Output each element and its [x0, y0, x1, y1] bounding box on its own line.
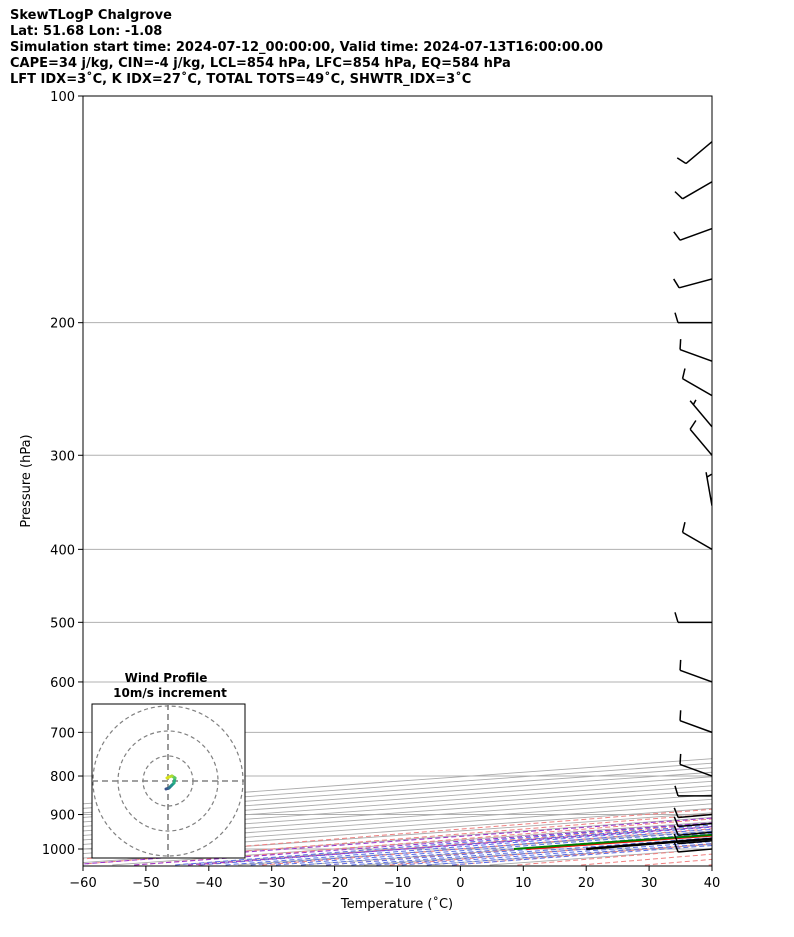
indices-text-1: CAPE=34 j/kg, CIN=-4 j/kg, LCL=854 hPa, …	[10, 56, 511, 71]
wind-barb	[674, 785, 712, 797]
moist-adiabat-line	[250, 828, 712, 866]
profile-series	[513, 833, 712, 851]
moist-adiabat-line	[451, 845, 712, 866]
dry-adiabat-line	[389, 838, 712, 866]
dewpoint-line	[513, 833, 712, 850]
wind-barb	[673, 278, 712, 289]
wind-barb	[674, 612, 712, 624]
x-tick-label: 30	[641, 876, 658, 891]
wind-barb	[689, 420, 712, 456]
x-tick-label: −40	[195, 876, 222, 891]
wind-barb	[679, 753, 712, 777]
y-axis: 1000 900 800 700 600 500 400 300 200 100	[42, 90, 83, 858]
wind-barb	[689, 399, 712, 428]
x-tick-label: 0	[456, 876, 464, 891]
x-tick-label: −50	[132, 876, 159, 891]
wind-barb	[705, 472, 712, 506]
moist-adiabat-line	[300, 832, 712, 866]
y-tick-label: 700	[50, 726, 75, 741]
dry-adiabat-line	[644, 858, 712, 866]
y-tick-label: 800	[50, 770, 75, 785]
wind-barb	[681, 368, 712, 397]
location-text: Lat: 51.68 Lon: -1.08	[10, 24, 163, 39]
pressure-gridlines	[83, 96, 712, 850]
y-axis-label: Pressure (hPa)	[19, 434, 34, 527]
hodograph-inset: Wind Profile 10m/s increment	[91, 671, 246, 859]
moist-adiabat-line	[275, 830, 712, 866]
wind-barb	[673, 841, 712, 853]
plot-area	[83, 96, 794, 866]
wind-barb	[673, 807, 712, 819]
mixing-ratio-line	[188, 826, 712, 866]
moist-adiabat-line	[376, 839, 712, 866]
temperature-line	[526, 834, 712, 850]
hodograph-plot	[92, 704, 245, 858]
moist-adiabat-line	[401, 841, 712, 866]
moist-adiabat-line	[175, 822, 712, 866]
wind-barb	[681, 522, 712, 551]
moist-adiabats	[175, 822, 712, 866]
y-tick-label: 500	[50, 616, 75, 631]
dry-adiabat-line	[453, 843, 712, 866]
time-text: Simulation start time: 2024-07-12_00:00:…	[10, 40, 603, 55]
dry-adiabat-line	[708, 864, 712, 866]
x-tick-label: −60	[69, 876, 96, 891]
wind-barb	[673, 816, 712, 828]
isotherm-line	[175, 825, 712, 866]
wind-barb	[679, 710, 712, 734]
isotherm-line	[300, 835, 712, 866]
moist-adiabat-line	[225, 826, 712, 866]
isotherm-line	[238, 830, 712, 866]
dry-adiabat-line	[325, 833, 712, 866]
isotherm-line	[489, 848, 712, 866]
wind-barb	[679, 339, 712, 362]
x-tick-label: 20	[578, 876, 595, 891]
moist-adiabat-line	[326, 835, 712, 866]
moist-adiabat-line	[426, 843, 712, 866]
wind-barb	[674, 181, 712, 200]
wind-barb	[673, 833, 712, 845]
wind-barbs	[673, 141, 712, 853]
hodograph-segment	[165, 775, 171, 780]
chart-header: SkewTLogP Chalgrove Lat: 51.68 Lon: -1.0…	[10, 8, 603, 88]
x-tick-label: −10	[384, 876, 411, 891]
wind-barb	[673, 227, 712, 241]
isotherm-line	[426, 844, 712, 866]
wind-barb	[679, 659, 712, 683]
hodograph-subtitle: 10m/s increment	[113, 686, 227, 700]
x-tick-label: −30	[258, 876, 285, 891]
wind-barb	[673, 825, 712, 836]
wind-barb	[674, 312, 712, 324]
indices-text-2: LFT IDX=3˚C, K IDX=27˚C, TOTAL TOTS=49˚C…	[10, 72, 472, 87]
moist-adiabat-line	[200, 824, 712, 866]
dry-adiabat-line	[517, 848, 712, 866]
x-axis: −60 −50 −40 −30 −20 −10 0 10 20 30 40	[69, 866, 720, 891]
dry-adiabat-line	[773, 97, 794, 865]
y-tick-label: 900	[50, 809, 75, 824]
chart-title: SkewTLogP Chalgrove	[10, 8, 172, 23]
parcel-line	[586, 837, 712, 851]
wind-barb	[676, 141, 712, 165]
y-tick-label: 400	[50, 543, 75, 558]
y-tick-label: 300	[50, 449, 75, 464]
hodograph-title: Wind Profile	[125, 671, 208, 685]
y-tick-label: 600	[50, 676, 75, 691]
y-tick-label: 1000	[42, 843, 75, 858]
moist-adiabat-line	[351, 837, 712, 866]
x-tick-label: −20	[321, 876, 348, 891]
x-tick-label: 10	[515, 876, 532, 891]
dry-adiabat-line	[581, 853, 712, 866]
x-tick-label: 40	[704, 876, 721, 891]
isotherm-line	[363, 839, 712, 866]
y-tick-label: 100	[50, 90, 75, 105]
dry-adiabat-line	[262, 828, 712, 866]
dry-adiabat-line	[198, 823, 712, 866]
x-axis-label: Temperature (˚C)	[340, 896, 453, 912]
y-tick-label: 200	[50, 317, 75, 332]
